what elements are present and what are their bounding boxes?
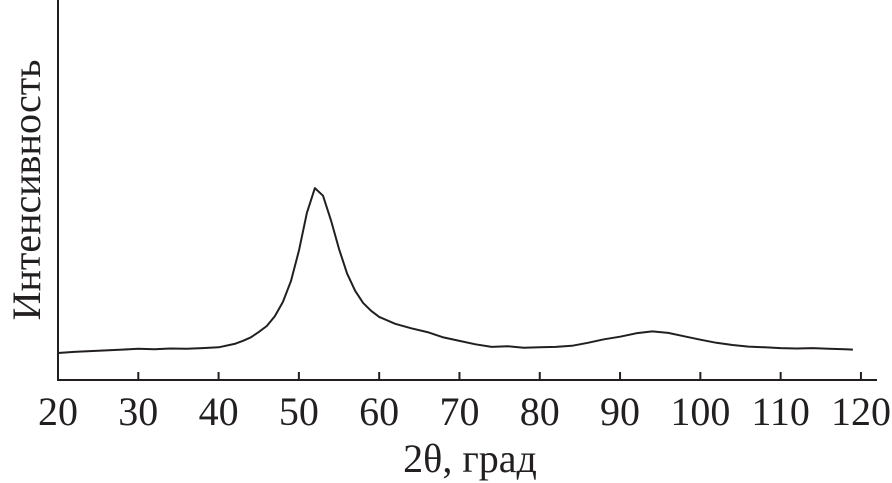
y-axis-label: Интенсивность [4,60,49,321]
x-tick-label: 120 [831,389,891,434]
data-line [57,187,853,354]
x-tick-label: 20 [38,389,78,434]
x-tick-label: 70 [439,389,479,434]
x-tick-label: 110 [751,389,810,434]
x-tick-label: 50 [279,389,319,434]
x-tick-label: 100 [670,389,730,434]
x-axis-label: 2θ, град [403,436,537,481]
x-tick-label: 80 [520,389,560,434]
x-tick-label: 60 [359,389,399,434]
x-tick-label: 40 [199,389,239,434]
x-tick-label: 30 [118,389,158,434]
x-tick-label: 90 [600,389,640,434]
